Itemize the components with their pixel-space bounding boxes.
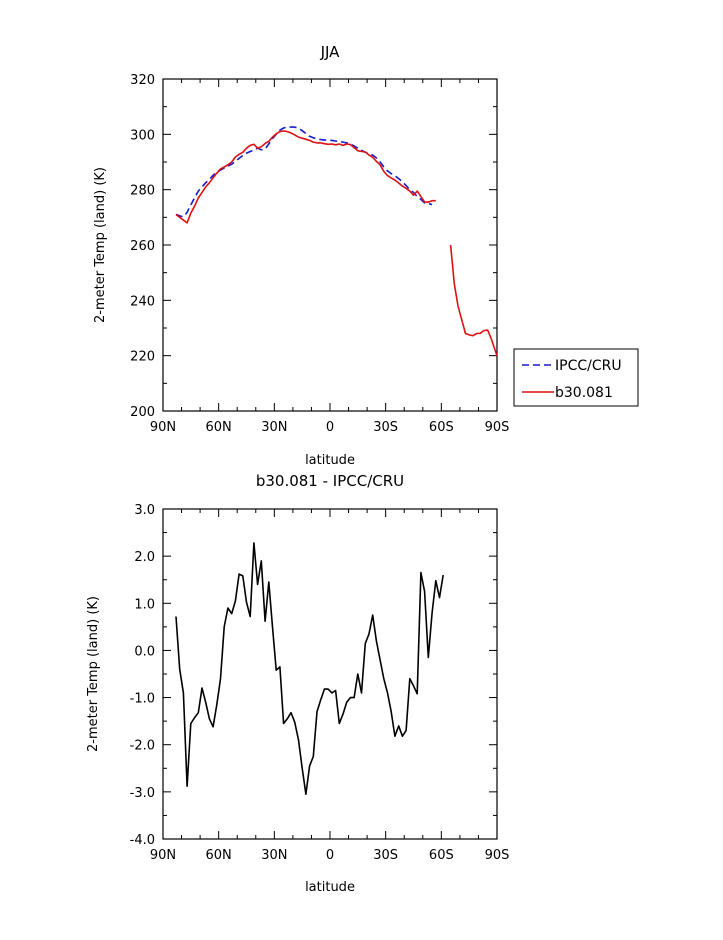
x-tick-label: 60N	[206, 420, 232, 435]
y-tick-label: -2.0	[130, 739, 155, 754]
y-tick-label: -3.0	[130, 786, 155, 801]
plot-frame	[162, 508, 498, 840]
x-tick-label: 30S	[373, 848, 398, 863]
series-line-1-segment-1	[175, 542, 444, 795]
y-tick-label: 300	[130, 128, 155, 143]
x-tick-label: 30S	[373, 420, 398, 435]
legend-label-2: b30.081	[555, 385, 613, 401]
x-tick-label: 90S	[485, 848, 510, 863]
series-line-2-segment-1	[175, 130, 436, 224]
x-tick-label: 90N	[150, 848, 176, 863]
y-axis-label: 2-meter Temp (land) (K)	[86, 596, 101, 752]
series-line-1-segment-1	[175, 126, 433, 218]
y-tick-label: 220	[130, 350, 155, 365]
y-tick-label: 260	[130, 239, 155, 254]
plot-frame	[162, 78, 498, 412]
x-tick-label: 60S	[429, 420, 454, 435]
y-tick-label: 200	[130, 405, 155, 420]
x-tick-label: 90S	[485, 420, 510, 435]
y-tick-label: 2.0	[134, 550, 155, 565]
legend-box	[513, 348, 639, 407]
y-tick-label: 0.0	[134, 644, 155, 659]
y-tick-label: -1.0	[130, 692, 155, 707]
chart-title: b30.081 - IPCC/CRU	[256, 472, 404, 490]
x-tick-label: 0	[326, 420, 334, 435]
chart-panel-2: b30.081 - IPCC/CRU 90N 60N 30N 0 30S 60S 90S -4.…	[86, 472, 509, 895]
y-axis-label: 2-meter Temp (land) (K)	[93, 167, 108, 323]
legend-label-1: IPCC/CRU	[555, 358, 622, 374]
y-tick-label: 3.0	[134, 503, 155, 518]
chart-title: JJA	[320, 43, 341, 61]
y-tick-label: 280	[130, 184, 155, 199]
y-tick-label: 320	[130, 73, 155, 88]
x-axis-label: latitude	[305, 880, 355, 895]
x-tick-label: 90N	[150, 420, 176, 435]
series-line-2-segment-2	[449, 244, 498, 356]
x-axis-label: latitude	[305, 453, 355, 468]
x-tick-label: 60S	[429, 848, 454, 863]
y-tick-label: 1.0	[134, 597, 155, 612]
legend: IPCC/CRU b30.081	[513, 348, 639, 407]
x-tick-label: 30N	[261, 848, 287, 863]
x-tick-label: 60N	[206, 848, 232, 863]
x-tick-label: 0	[326, 848, 334, 863]
y-tick-label: 240	[130, 294, 155, 309]
y-tick-label: -4.0	[130, 833, 155, 848]
x-tick-label: 30N	[261, 420, 287, 435]
chart-panel-1: JJA 90N 60N 30N 0 30S 60S 90S 200 220 240 260 280 300…	[93, 43, 639, 468]
